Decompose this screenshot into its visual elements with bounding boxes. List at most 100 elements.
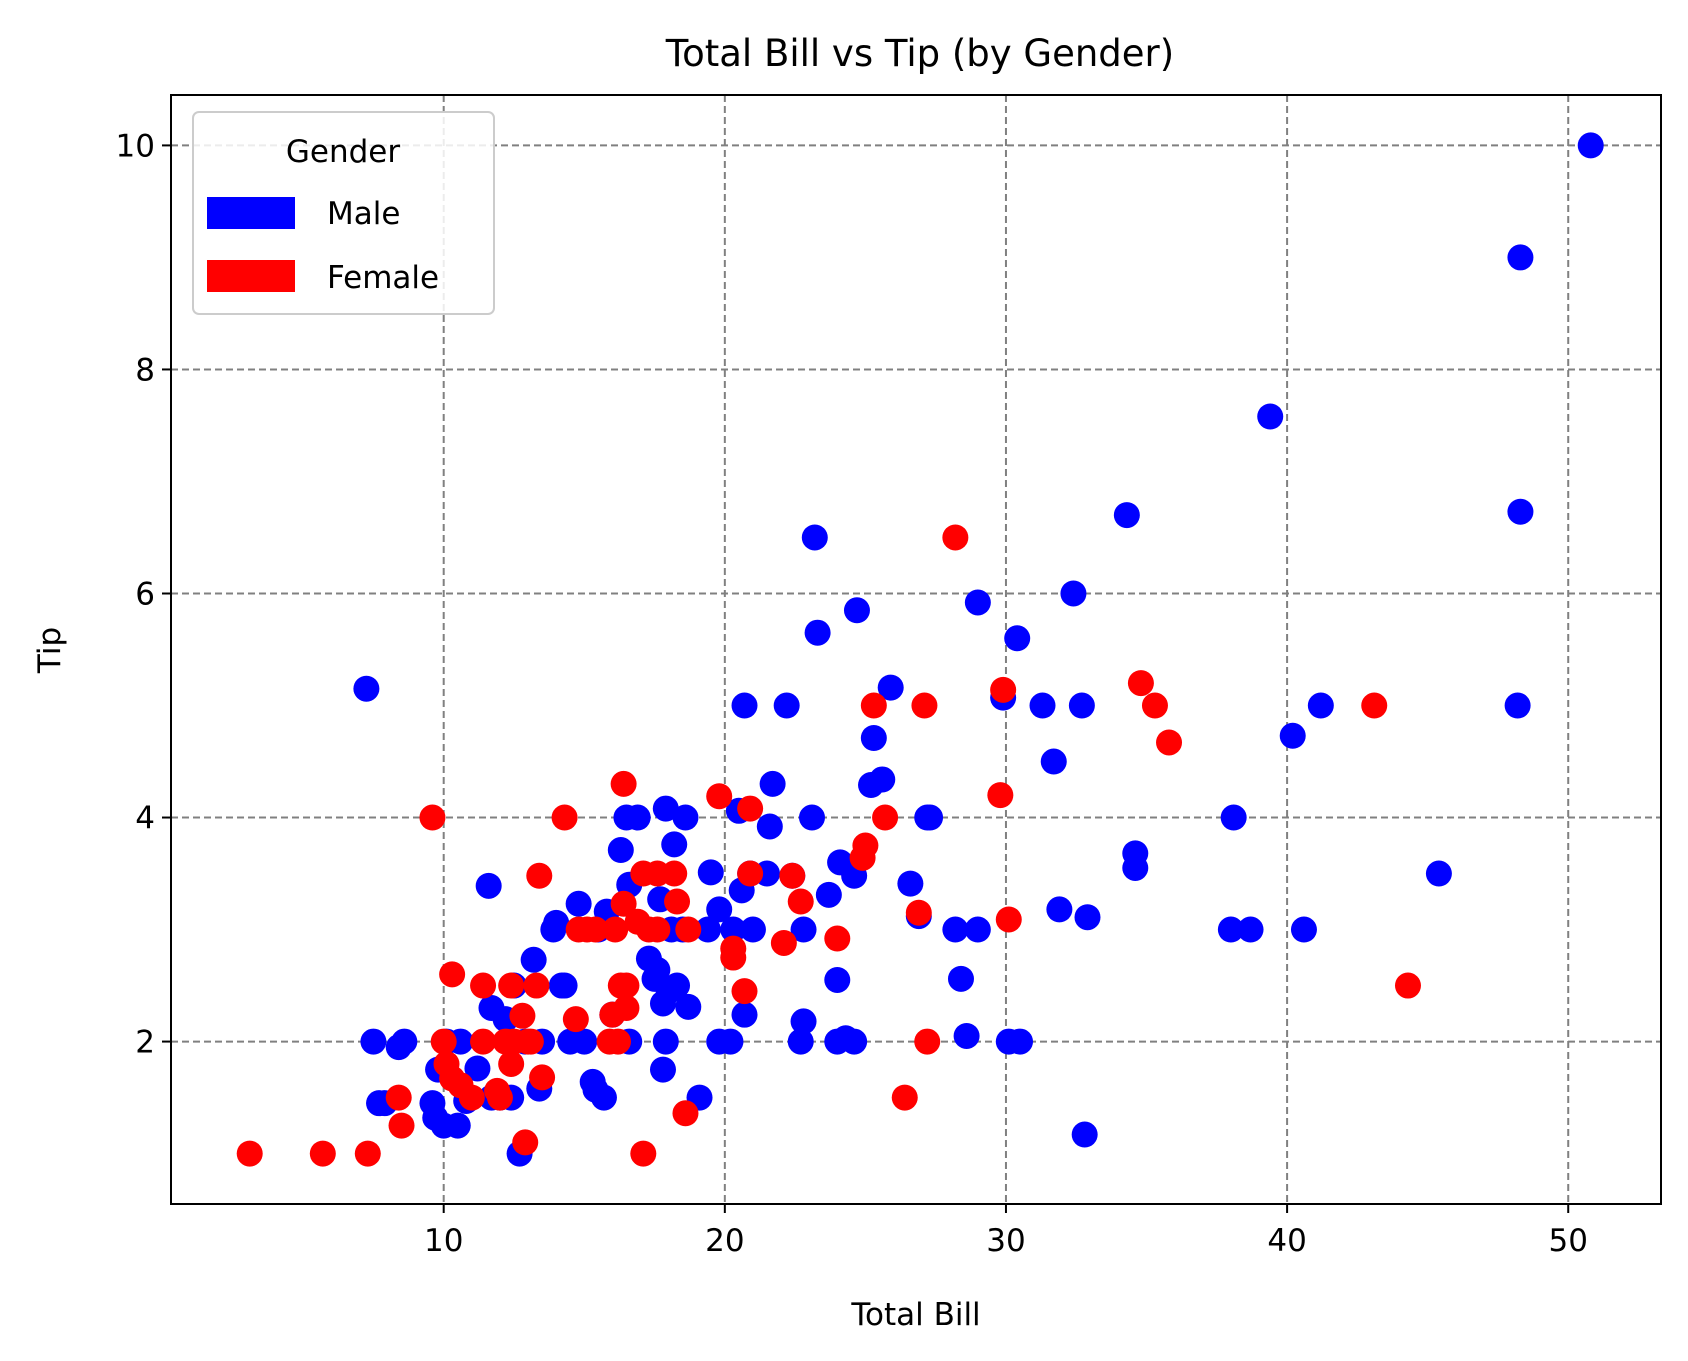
data-point-female	[872, 804, 899, 831]
data-point-male	[649, 1056, 676, 1083]
data-point-female	[891, 1084, 918, 1111]
data-point-male	[964, 589, 991, 616]
x-tick-label: 20	[705, 1223, 744, 1259]
data-point-female	[498, 972, 525, 999]
data-point-male	[475, 872, 502, 899]
data-point-female	[562, 1006, 589, 1033]
data-point-female	[852, 832, 879, 859]
data-point-male	[731, 1001, 758, 1028]
data-point-female	[419, 804, 446, 831]
data-point-male	[360, 1028, 387, 1055]
y-tick-label: 6	[135, 576, 155, 612]
data-point-female	[1394, 972, 1421, 999]
x-tick-label: 50	[1548, 1223, 1587, 1259]
data-point-female	[824, 925, 851, 952]
data-point-female	[860, 692, 887, 719]
x-axis-label: Total Bill	[850, 1297, 980, 1333]
data-point-female	[439, 961, 466, 988]
data-point-female	[309, 1140, 336, 1167]
data-point-male	[652, 795, 679, 822]
data-point-male	[607, 837, 634, 864]
data-point-male	[353, 675, 380, 702]
data-point-male	[947, 965, 974, 992]
data-point-male	[1040, 748, 1067, 775]
data-point-female	[509, 1002, 536, 1029]
data-points	[236, 132, 1604, 1167]
data-point-male	[1507, 244, 1534, 271]
data-point-male	[590, 1084, 617, 1111]
data-point-male	[717, 1028, 744, 1055]
data-point-female	[385, 1084, 412, 1111]
data-point-male	[1004, 625, 1031, 652]
data-point-female	[675, 916, 702, 943]
data-point-female	[737, 795, 764, 822]
data-point-male	[953, 1022, 980, 1049]
data-point-male	[1290, 916, 1317, 943]
data-point-male	[1577, 132, 1604, 159]
data-point-male	[1307, 692, 1334, 719]
data-point-male	[841, 1028, 868, 1055]
data-point-female	[613, 994, 640, 1021]
data-point-female	[388, 1112, 415, 1139]
data-point-male	[1425, 860, 1452, 887]
data-point-male	[565, 890, 592, 917]
data-point-male	[773, 692, 800, 719]
data-point-female	[470, 972, 497, 999]
data-point-female	[517, 1028, 544, 1055]
data-point-female	[526, 862, 553, 889]
data-point-female	[664, 888, 691, 915]
data-point-female	[720, 935, 747, 962]
data-point-male	[464, 1055, 491, 1082]
axis-ticks: 10 20 30 40 50 2 4 6 8 10	[116, 128, 1588, 1259]
data-point-male	[917, 804, 944, 831]
data-point-female	[987, 782, 1014, 809]
data-point-female	[770, 929, 797, 956]
data-point-female	[737, 860, 764, 887]
data-point-male	[551, 972, 578, 999]
data-point-female	[605, 1028, 631, 1055]
data-point-female	[942, 524, 969, 551]
data-point-male	[720, 916, 747, 943]
data-point-male	[1060, 580, 1087, 607]
data-point-male	[644, 956, 671, 983]
data-point-male	[624, 804, 651, 831]
data-point-male	[1217, 916, 1244, 943]
legend-title: Gender	[286, 134, 400, 170]
data-point-male	[815, 881, 842, 908]
legend: Gender Male Female	[192, 111, 495, 315]
x-tick-label: 10	[424, 1223, 463, 1259]
data-point-male	[694, 916, 721, 943]
data-point-male	[739, 916, 766, 943]
data-point-female	[1156, 729, 1183, 756]
data-point-male	[731, 692, 758, 719]
data-point-female	[1361, 692, 1388, 719]
data-point-male	[790, 1008, 817, 1035]
data-point-male	[869, 766, 896, 793]
data-point-female	[672, 1100, 699, 1127]
y-tick-label: 8	[135, 352, 155, 388]
data-point-female	[529, 1064, 556, 1091]
y-tick-label: 10	[116, 128, 155, 164]
data-point-male	[860, 724, 887, 751]
data-point-male	[1074, 904, 1101, 931]
data-point-male	[942, 916, 969, 943]
data-point-male	[444, 1112, 471, 1139]
data-point-male	[1279, 722, 1306, 749]
legend-label-female: Female	[327, 260, 439, 296]
data-point-male	[1007, 1028, 1034, 1055]
data-point-male	[652, 1028, 679, 1055]
data-point-female	[236, 1140, 263, 1167]
data-point-female	[430, 1028, 457, 1055]
y-tick-label: 4	[135, 801, 155, 837]
data-point-female	[602, 916, 629, 943]
data-point-female	[731, 978, 758, 1005]
data-point-male	[1122, 854, 1149, 881]
data-point-male	[843, 597, 870, 624]
data-point-male	[756, 813, 783, 840]
y-axis-label: Tip	[32, 627, 68, 674]
data-point-female	[1127, 670, 1154, 697]
data-point-female	[779, 862, 806, 889]
chart-title: Total Bill vs Tip (by Gender)	[665, 32, 1174, 75]
data-point-female	[905, 899, 932, 926]
